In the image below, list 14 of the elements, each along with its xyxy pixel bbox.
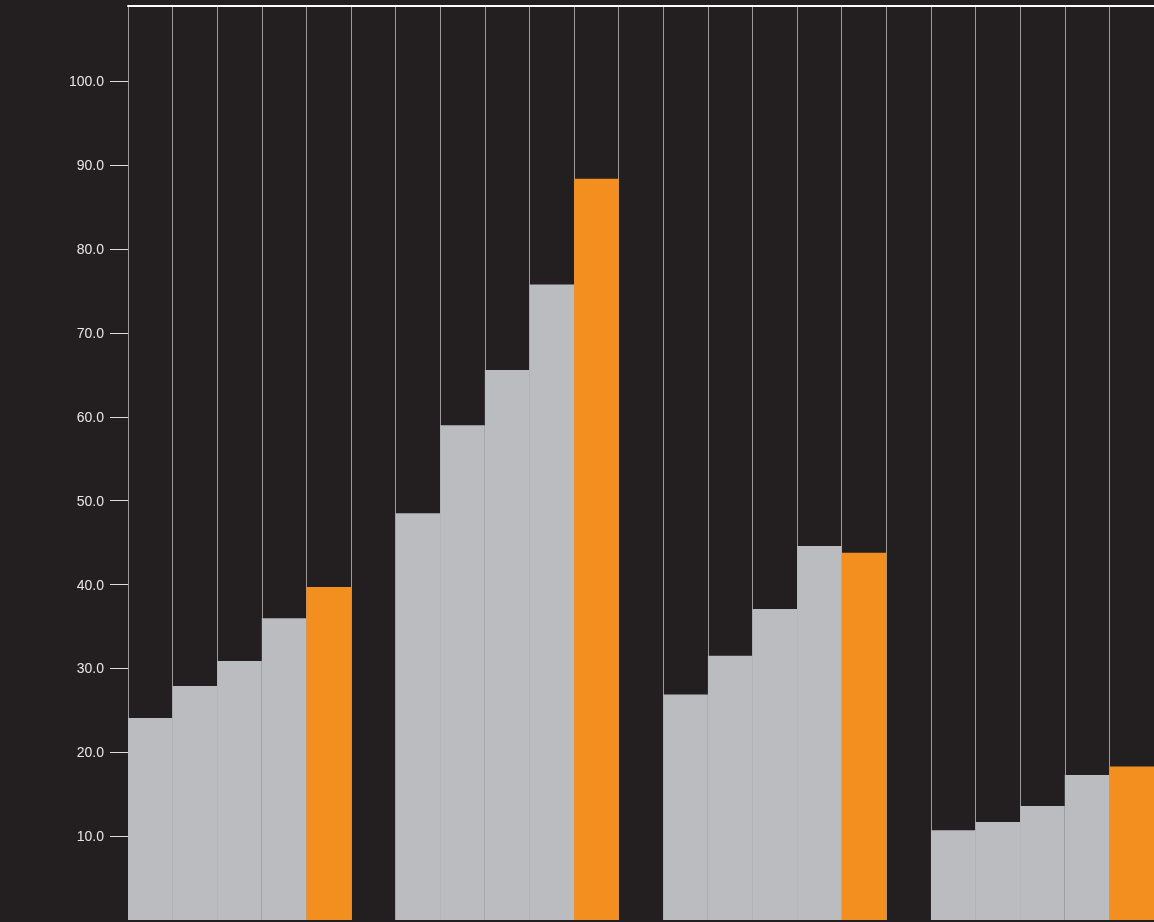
bar (574, 178, 619, 920)
y-tick-label: 20.0 (76, 744, 105, 761)
y-tick-label: 80.0 (76, 241, 105, 258)
y-tick-label: 100.0 (68, 73, 105, 90)
bar (841, 552, 887, 920)
y-tick-label: 40.0 (76, 576, 105, 593)
y-tick-label: 10.0 (76, 828, 105, 845)
y-tick-label: 70.0 (76, 325, 105, 342)
y-tick-label: 60.0 (76, 408, 105, 425)
bar (1109, 766, 1154, 920)
bar (306, 587, 352, 920)
y-tick-label: 30.0 (76, 660, 105, 677)
y-tick-label: 50.0 (76, 492, 105, 509)
y-tick-label: 90.0 (76, 157, 105, 174)
